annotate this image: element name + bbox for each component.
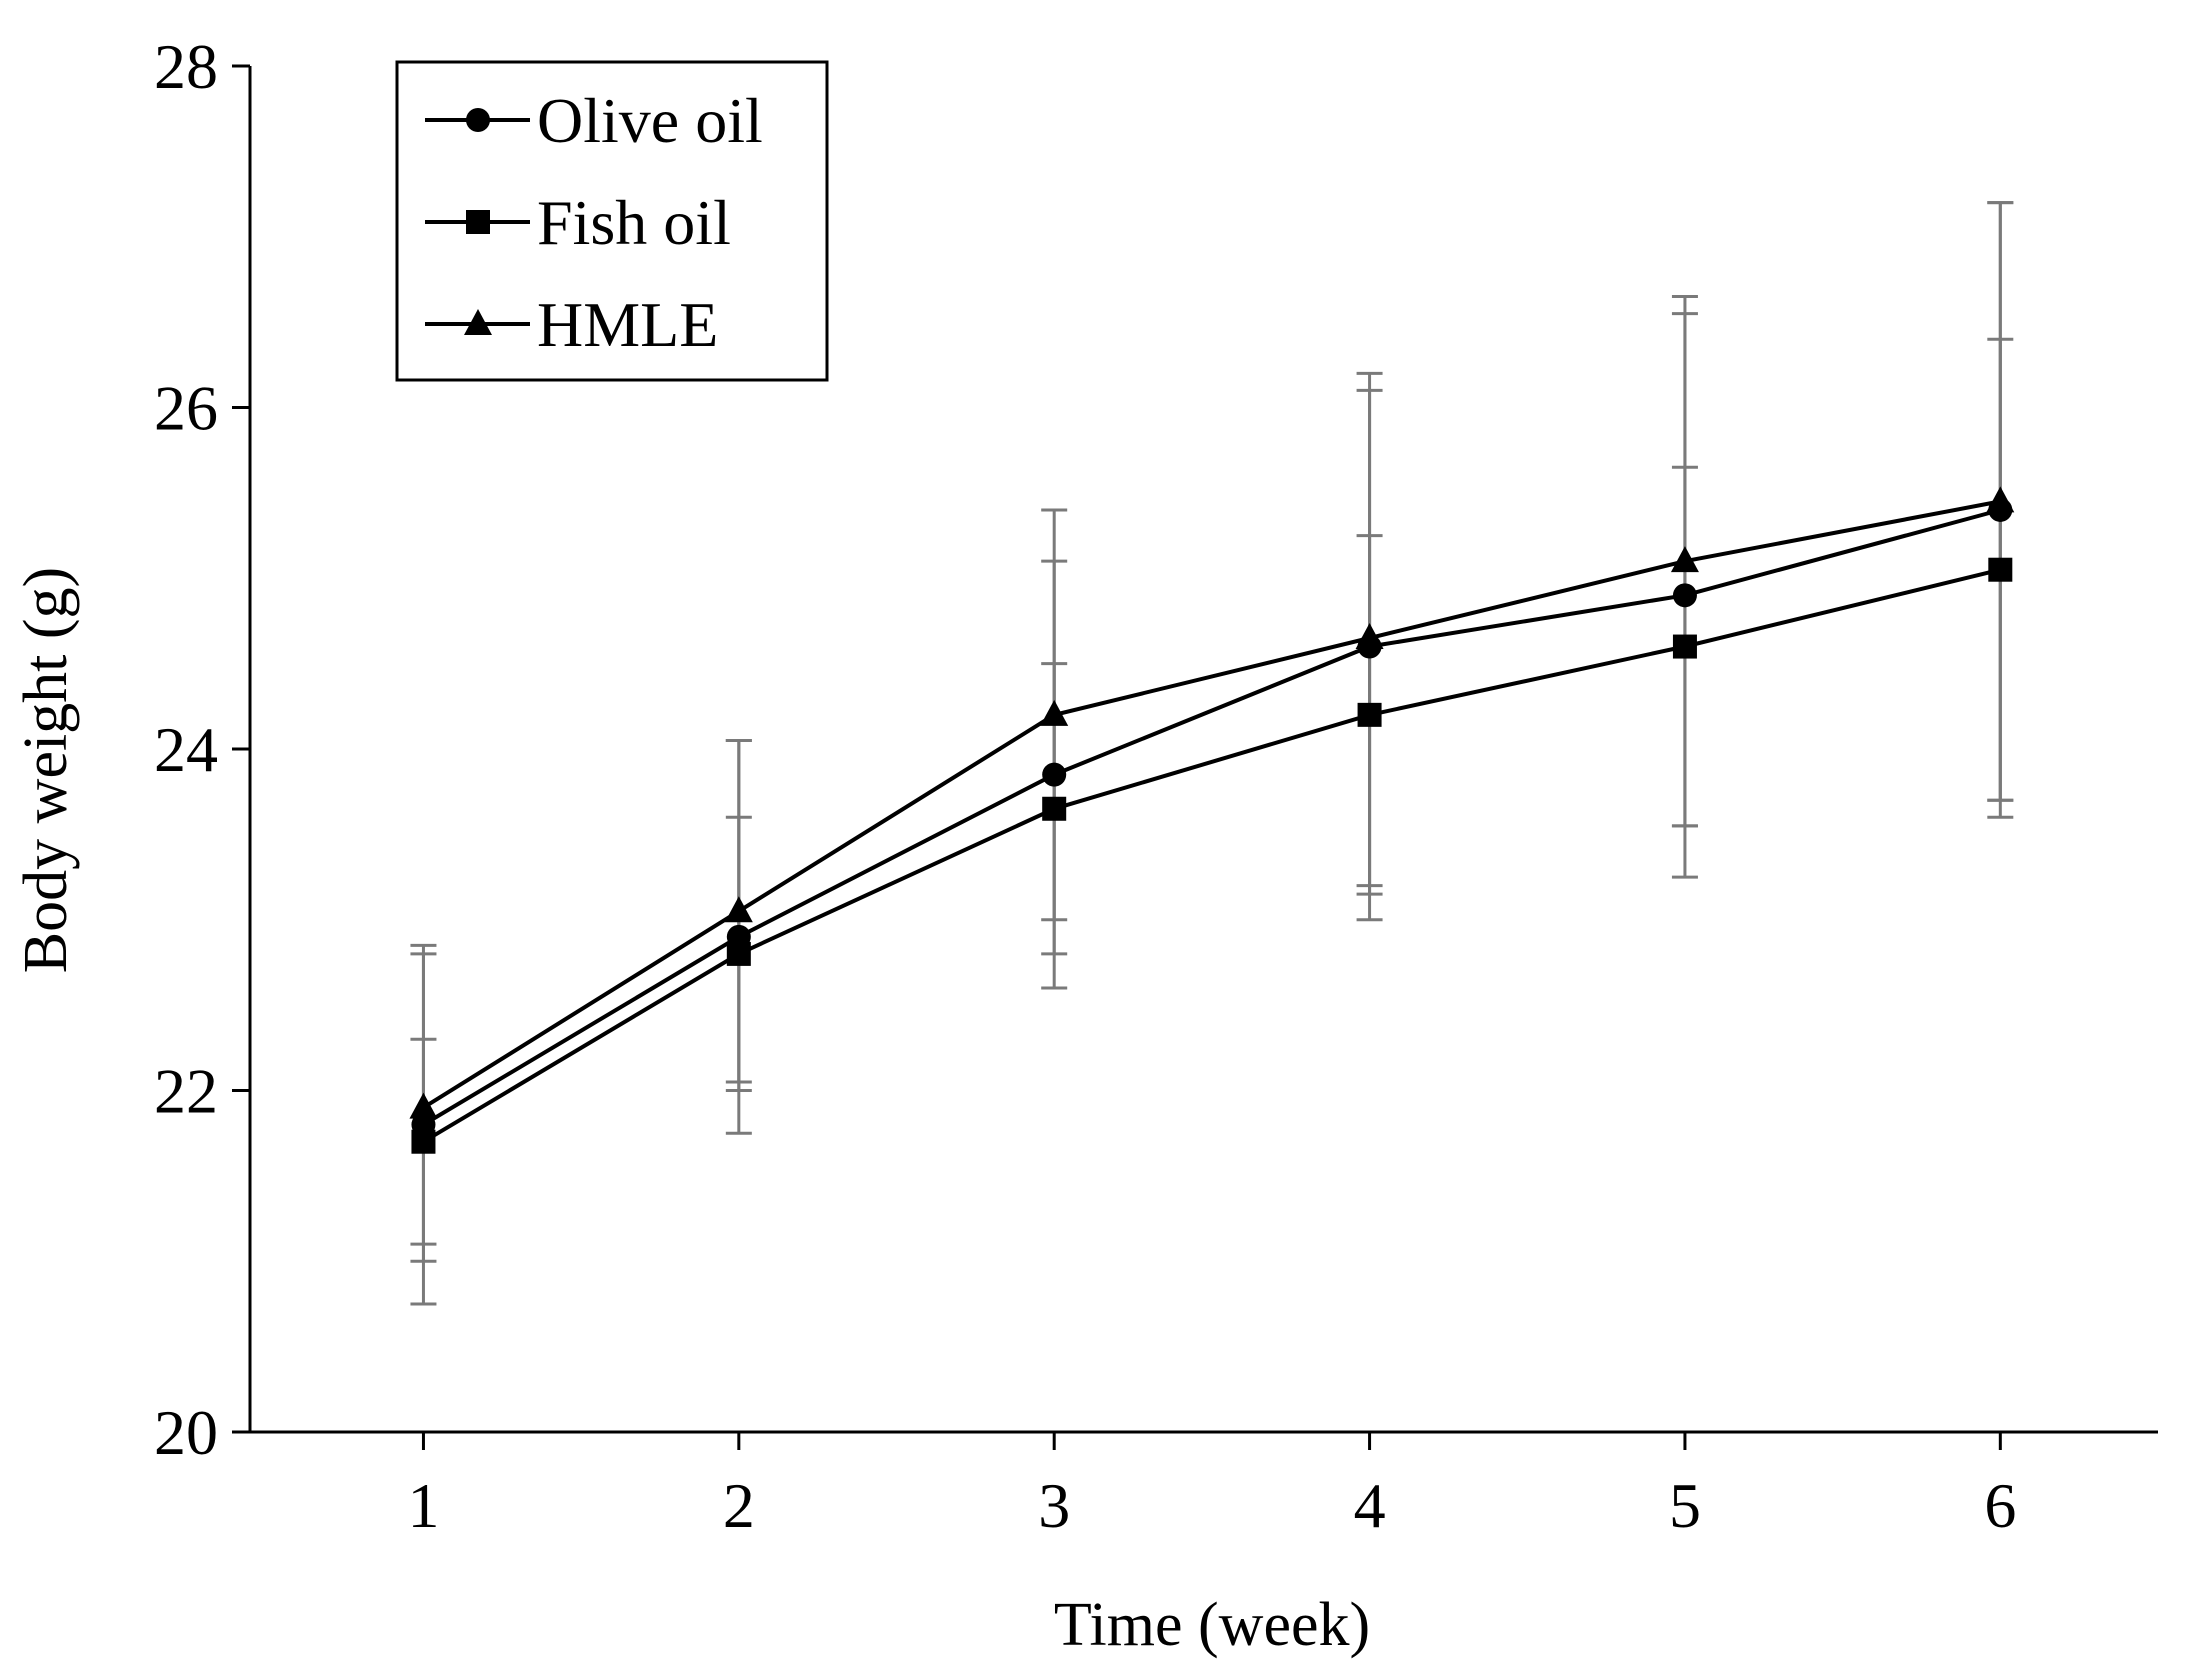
legend-items xyxy=(425,108,530,335)
marker-olive-oil-3 xyxy=(1042,762,1067,787)
series-line-olive-oil xyxy=(422,508,2001,1127)
legend-label-hmle: HMLE xyxy=(537,289,718,360)
series-lines xyxy=(422,499,2001,1144)
x-tick-label-6: 6 xyxy=(1984,1470,2016,1541)
x-tick-label-2: 2 xyxy=(723,1470,755,1541)
marker-fish-oil-1 xyxy=(411,1129,436,1154)
series-markers xyxy=(409,486,2015,1154)
y-axis-title: Body weight (g) xyxy=(12,567,80,973)
legend-marker-hmle xyxy=(464,309,492,335)
legend-label-olive-oil: Olive oil xyxy=(537,85,763,156)
marker-hmle-2 xyxy=(724,896,753,923)
legend-marker-fish-oil xyxy=(466,210,490,234)
y-tick-label-26: 26 xyxy=(154,373,218,444)
x-tick-label-3: 3 xyxy=(1038,1470,1070,1541)
legend-label-fish-oil: Fish oil xyxy=(537,187,731,258)
y-tick-label-22: 22 xyxy=(154,1056,218,1127)
marker-hmle-6 xyxy=(1986,486,2015,513)
marker-fish-oil-6 xyxy=(1988,557,2013,582)
marker-hmle-1 xyxy=(409,1092,438,1119)
x-tick-label-1: 1 xyxy=(407,1470,439,1541)
legend: Olive oil Fish oil HMLE xyxy=(395,60,829,382)
y-tick-label-24: 24 xyxy=(154,714,218,785)
marker-fish-oil-3 xyxy=(1042,796,1067,821)
x-tick-label-5: 5 xyxy=(1669,1470,1701,1541)
y-tick-label-20: 20 xyxy=(154,1397,218,1468)
marker-hmle-5 xyxy=(1670,546,1699,573)
y-tick-label-28: 28 xyxy=(154,31,218,102)
marker-olive-oil-5 xyxy=(1672,583,1697,608)
marker-hmle-3 xyxy=(1040,699,1069,726)
legend-marker-olive-oil xyxy=(466,108,490,132)
marker-hmle-4 xyxy=(1355,623,1384,650)
axes xyxy=(232,64,2158,1450)
series-line-hmle xyxy=(422,499,2001,1110)
marker-fish-oil-4 xyxy=(1357,702,1382,727)
x-axis-title: Time (week) xyxy=(1054,1591,1370,1659)
x-tick-label-4: 4 xyxy=(1354,1470,1386,1541)
tick-labels: 20 22 24 26 28 1 2 3 4 5 6 xyxy=(154,31,2016,1541)
marker-fish-oil-2 xyxy=(726,941,751,966)
series-line-fish-oil xyxy=(422,567,2001,1144)
marker-fish-oil-5 xyxy=(1672,634,1697,659)
